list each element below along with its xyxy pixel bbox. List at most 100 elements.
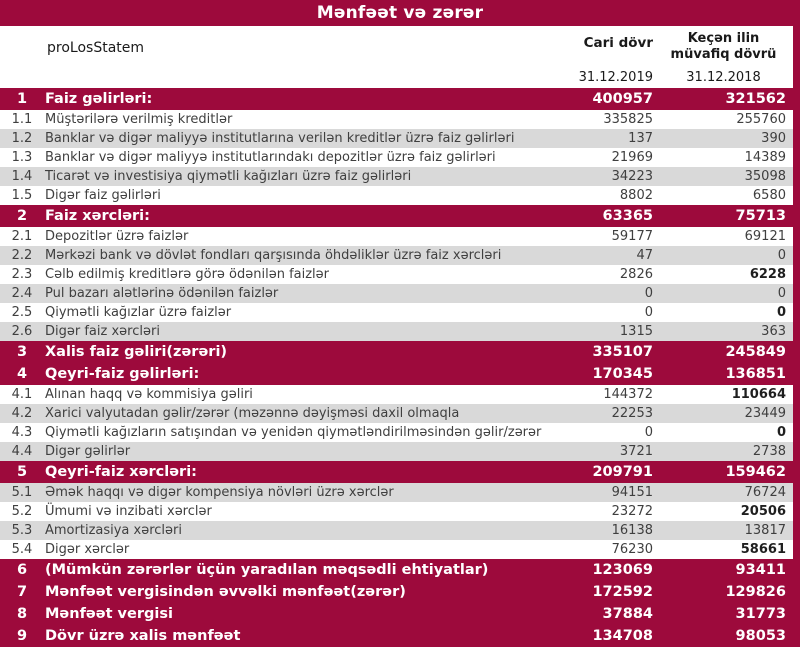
row-value-current: 170345	[592, 366, 653, 382]
row-number: 1.3	[11, 150, 33, 165]
row-value-current: 63365	[602, 208, 653, 224]
row-value-previous: 0	[777, 286, 786, 301]
row-label: Amortizasiya xərcləri	[45, 523, 182, 538]
table-row: 2.2 Mərkəzi bank və dövlət fondları qarşı…	[0, 246, 800, 265]
row-value-current: 47	[636, 248, 653, 263]
row-value-current: 0	[644, 305, 653, 320]
table-header: proLosStatem Cari dövr 31.12.2019 Keçən …	[0, 26, 800, 88]
table-row: 5.3 Amortizasiya xərcləri 16138 13817	[0, 521, 800, 540]
row-value-previous: 58661	[740, 542, 786, 557]
row-value-previous: 23449	[744, 406, 786, 421]
row-value-current: 123069	[592, 562, 653, 578]
row-label: Banklar və digər maliyyə institutlarında…	[45, 150, 496, 165]
row-number: 5	[16, 464, 28, 480]
row-value-current: 1315	[619, 324, 653, 339]
row-number: 9	[16, 628, 28, 644]
row-number: 4	[16, 366, 28, 382]
row-value-current: 137	[628, 131, 653, 146]
row-value-current: 34223	[611, 169, 653, 184]
row-number: 5.3	[11, 523, 33, 538]
table-body: 1 Faiz gəlirləri: 400957 321562 1.1 Müştərilə…	[0, 88, 800, 647]
row-value-current: 16138	[611, 523, 653, 538]
table-row: 1.5 Digər faiz gəlirləri 8802 6580	[0, 186, 800, 205]
row-number: 4.1	[11, 387, 33, 402]
row-value-current: 59177	[611, 229, 653, 244]
header-statement-label: proLosStatem	[47, 40, 145, 56]
row-number: 1.2	[11, 131, 33, 146]
row-number: 2.5	[11, 305, 33, 320]
row-value-previous: 14389	[744, 150, 786, 165]
header-current-period-column: Cari dövr 31.12.2019	[545, 26, 655, 88]
row-value-previous: 13817	[744, 523, 786, 538]
page-title: Mənfəət və zərər	[0, 0, 800, 26]
row-label: Cəlb edilmiş kreditlərə görə ödənilən fa…	[45, 267, 330, 282]
row-value-previous: 0	[776, 305, 786, 320]
row-value-previous: 2738	[752, 444, 786, 459]
row-value-previous: 363	[761, 324, 786, 339]
row-value-current: 3721	[619, 444, 653, 459]
row-label: (Mümkün zərərlər üçün yaradılan məqsədli…	[45, 562, 489, 578]
row-value-previous: 35098	[744, 169, 786, 184]
row-value-current: 0	[644, 286, 653, 301]
row-number: 2.2	[11, 248, 33, 263]
row-value-current: 144372	[603, 387, 653, 402]
row-value-current: 21969	[611, 150, 653, 165]
table-row: 4.1 Alınan haqq və kommisiya gəliri 144372…	[0, 385, 800, 404]
row-number: 2.6	[11, 324, 33, 339]
row-number: 5.1	[11, 485, 33, 500]
row-number: 5.2	[11, 504, 33, 519]
row-value-current: 335107	[592, 344, 653, 360]
section-row: 7 Mənfəət vergisindən əvvəlki mənfəət(zər…	[0, 581, 800, 603]
row-label: Əmək haqqı və digər kompensiya növləri ü…	[45, 485, 394, 500]
row-number: 2.1	[11, 229, 33, 244]
row-value-previous: 245849	[725, 344, 786, 360]
row-label: Pul bazarı alətlərinə ödənilən faizlər	[45, 286, 279, 301]
row-value-current: 335825	[603, 112, 653, 127]
table-row: 4.4 Digər gəlirlər 3721 2738	[0, 442, 800, 461]
table-row: 2.6 Digər faiz xərcləri 1315 363	[0, 322, 800, 341]
row-value-previous: 6228	[749, 267, 786, 282]
row-value-previous: 6580	[752, 188, 786, 203]
row-number: 1.5	[11, 188, 33, 203]
row-value-current: 2826	[619, 267, 653, 282]
column-date-current-period: 31.12.2019	[578, 70, 653, 85]
row-label: Xalis faiz gəliri(zərəri)	[45, 344, 228, 360]
table-row: 2.1 Depozitlər üzrə faizlər 59177 69121	[0, 227, 800, 246]
row-value-previous: 75713	[735, 208, 786, 224]
row-label: Banklar və digər maliyyə institutlarına …	[45, 131, 515, 146]
row-label: Qeyri-faiz xərcləri:	[45, 464, 197, 480]
row-number: 6	[16, 562, 28, 578]
row-value-current: 22253	[611, 406, 653, 421]
row-label: Qiymətli kağızların satışından və yenidə…	[45, 425, 542, 440]
table-row: 1.3 Banklar və digər maliyyə institutları…	[0, 148, 800, 167]
row-label: Digər faiz gəlirləri	[45, 188, 161, 203]
table-row: 2.5 Qiymətli kağızlar üzrə faizlər 0 0	[0, 303, 800, 322]
row-number: 4.2	[11, 406, 33, 421]
row-value-current: 134708	[592, 628, 653, 644]
row-number: 4.4	[11, 444, 33, 459]
table-row: 5.1 Əmək haqqı və digər kompensiya növlər…	[0, 483, 800, 502]
row-number: 7	[16, 584, 28, 600]
table-row: 4.3 Qiymətli kağızların satışından və yen…	[0, 423, 800, 442]
row-value-previous: 98053	[735, 628, 786, 644]
row-label: Qeyri-faiz gəlirləri:	[45, 366, 200, 382]
section-row: 9 Dövr üzrə xalis mənfəət 134708 98053	[0, 625, 800, 647]
row-value-previous: 129826	[725, 584, 786, 600]
row-value-previous: 110664	[731, 387, 786, 402]
row-label: Digər gəlirlər	[45, 444, 131, 459]
table-row: 2.3 Cəlb edilmiş kreditlərə görə ödənilən…	[0, 265, 800, 284]
section-row: 4 Qeyri-faiz gəlirləri: 170345 136851	[0, 363, 800, 385]
row-value-current: 8802	[619, 188, 653, 203]
row-label: Ümumi və inzibati xərclər	[45, 504, 212, 519]
row-label: Digər xərclər	[45, 542, 130, 557]
row-value-current: 0	[644, 425, 653, 440]
row-value-current: 23272	[611, 504, 653, 519]
row-number: 2.4	[11, 286, 33, 301]
table-row: 1.4 Ticarət və investisiya qiymətli kağız…	[0, 167, 800, 186]
row-number: 1	[16, 91, 28, 107]
section-row: 5 Qeyri-faiz xərcləri: 209791 159462	[0, 461, 800, 483]
row-value-current: 209791	[592, 464, 653, 480]
section-row: 2 Faiz xərcləri: 63365 75713	[0, 205, 800, 227]
row-value-previous: 136851	[725, 366, 786, 382]
